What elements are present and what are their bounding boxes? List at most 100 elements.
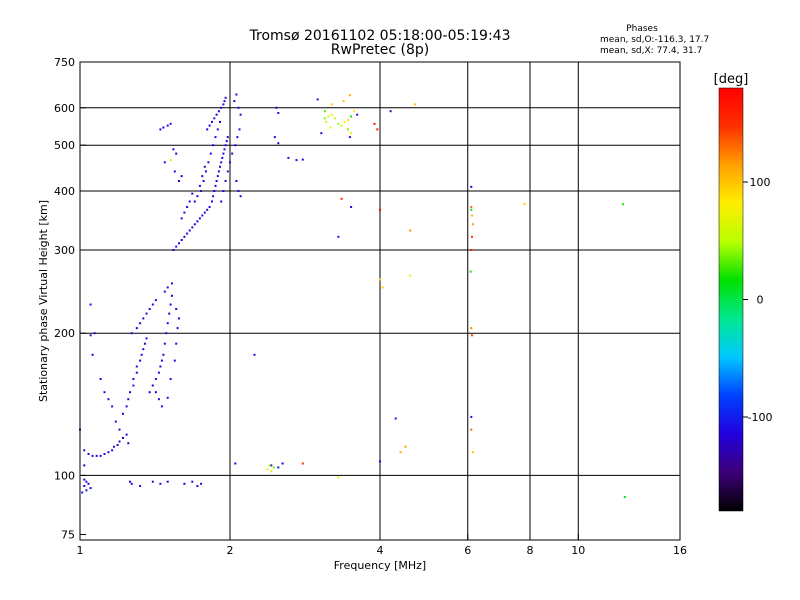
data-point xyxy=(151,480,154,483)
data-point xyxy=(163,161,166,164)
data-point xyxy=(183,235,186,238)
data-point xyxy=(127,442,130,445)
data-point xyxy=(157,398,160,401)
data-point xyxy=(337,122,340,125)
data-point xyxy=(169,303,172,306)
data-point xyxy=(122,412,124,415)
x-tick-label: 16 xyxy=(673,544,687,557)
data-point xyxy=(175,342,178,345)
data-point xyxy=(162,353,165,356)
data-point xyxy=(219,120,221,123)
data-point xyxy=(623,496,626,498)
data-point xyxy=(135,371,138,374)
chart-title: Tromsø 20161102 05:18:00-05:19:43 xyxy=(249,28,511,44)
data-point xyxy=(129,480,131,483)
data-point xyxy=(222,190,225,192)
data-point xyxy=(470,208,473,211)
data-point xyxy=(178,317,180,320)
data-point xyxy=(343,120,346,123)
data-point xyxy=(287,156,290,159)
data-point xyxy=(93,332,96,335)
data-point xyxy=(350,132,353,135)
data-point xyxy=(273,136,276,139)
data-point xyxy=(85,480,88,483)
data-point xyxy=(113,445,115,448)
data-point xyxy=(220,200,223,203)
data-point xyxy=(173,170,176,173)
data-point xyxy=(118,440,121,443)
data-point xyxy=(175,308,178,310)
data-point xyxy=(186,206,189,208)
data-point xyxy=(142,317,145,320)
colorbar-tick-label: 0 xyxy=(757,294,764,307)
y-tick-label: 400 xyxy=(54,185,75,198)
data-point xyxy=(239,113,242,116)
data-point xyxy=(196,485,199,487)
data-point xyxy=(171,294,173,297)
data-point xyxy=(348,136,351,139)
data-point xyxy=(125,433,128,436)
data-point xyxy=(99,454,102,457)
data-point xyxy=(347,119,349,122)
colorbar-ticks: 100 0 -100 xyxy=(743,176,772,424)
data-point xyxy=(470,428,473,431)
data-point xyxy=(122,437,124,439)
data-point xyxy=(342,100,345,103)
data-point xyxy=(196,220,199,223)
data-point xyxy=(472,451,475,454)
data-point xyxy=(266,468,269,471)
data-point xyxy=(139,322,142,325)
x-tick-label: 4 xyxy=(377,544,384,557)
data-point xyxy=(277,466,280,469)
data-point xyxy=(316,98,319,101)
data-point xyxy=(203,165,206,168)
data-point xyxy=(163,342,166,345)
data-point xyxy=(103,391,106,394)
data-point xyxy=(178,242,180,245)
data-point xyxy=(160,359,163,362)
data-point xyxy=(272,466,275,469)
data-point xyxy=(200,190,203,192)
x-tick-label: 6 xyxy=(464,544,471,557)
data-point xyxy=(166,286,169,289)
data-point xyxy=(111,405,114,408)
data-points xyxy=(79,93,626,498)
data-point xyxy=(523,203,526,206)
data-point xyxy=(340,197,343,200)
phases-header: Phases xyxy=(626,24,658,34)
data-point xyxy=(268,464,271,467)
phases-o-stats: mean, sd,O:-116.3, 17.7 xyxy=(600,35,709,45)
data-point xyxy=(183,211,186,214)
data-point xyxy=(229,161,231,164)
data-point xyxy=(162,126,165,129)
data-point xyxy=(183,482,186,485)
data-point xyxy=(166,322,169,325)
data-point xyxy=(188,200,191,203)
data-point xyxy=(201,175,204,178)
data-point xyxy=(472,223,475,226)
grid-lines xyxy=(80,62,680,540)
data-point xyxy=(107,451,110,454)
data-point xyxy=(172,249,175,251)
data-point xyxy=(353,110,356,113)
data-point xyxy=(337,476,340,479)
data-point xyxy=(83,464,86,467)
colorbar-tick-label: -100 xyxy=(748,411,773,424)
data-point xyxy=(159,482,162,485)
data-point xyxy=(129,391,131,394)
data-point xyxy=(142,348,145,351)
data-point xyxy=(381,286,384,289)
data-point xyxy=(171,282,173,285)
data-point xyxy=(281,462,284,465)
data-point xyxy=(471,334,473,337)
data-point xyxy=(83,449,86,452)
data-point xyxy=(159,365,162,368)
data-point xyxy=(157,371,160,374)
data-point xyxy=(166,480,169,483)
data-point xyxy=(323,110,326,113)
data-point xyxy=(87,453,90,455)
x-tick-label: 10 xyxy=(571,544,585,557)
data-point xyxy=(95,454,98,457)
data-point xyxy=(211,120,213,123)
